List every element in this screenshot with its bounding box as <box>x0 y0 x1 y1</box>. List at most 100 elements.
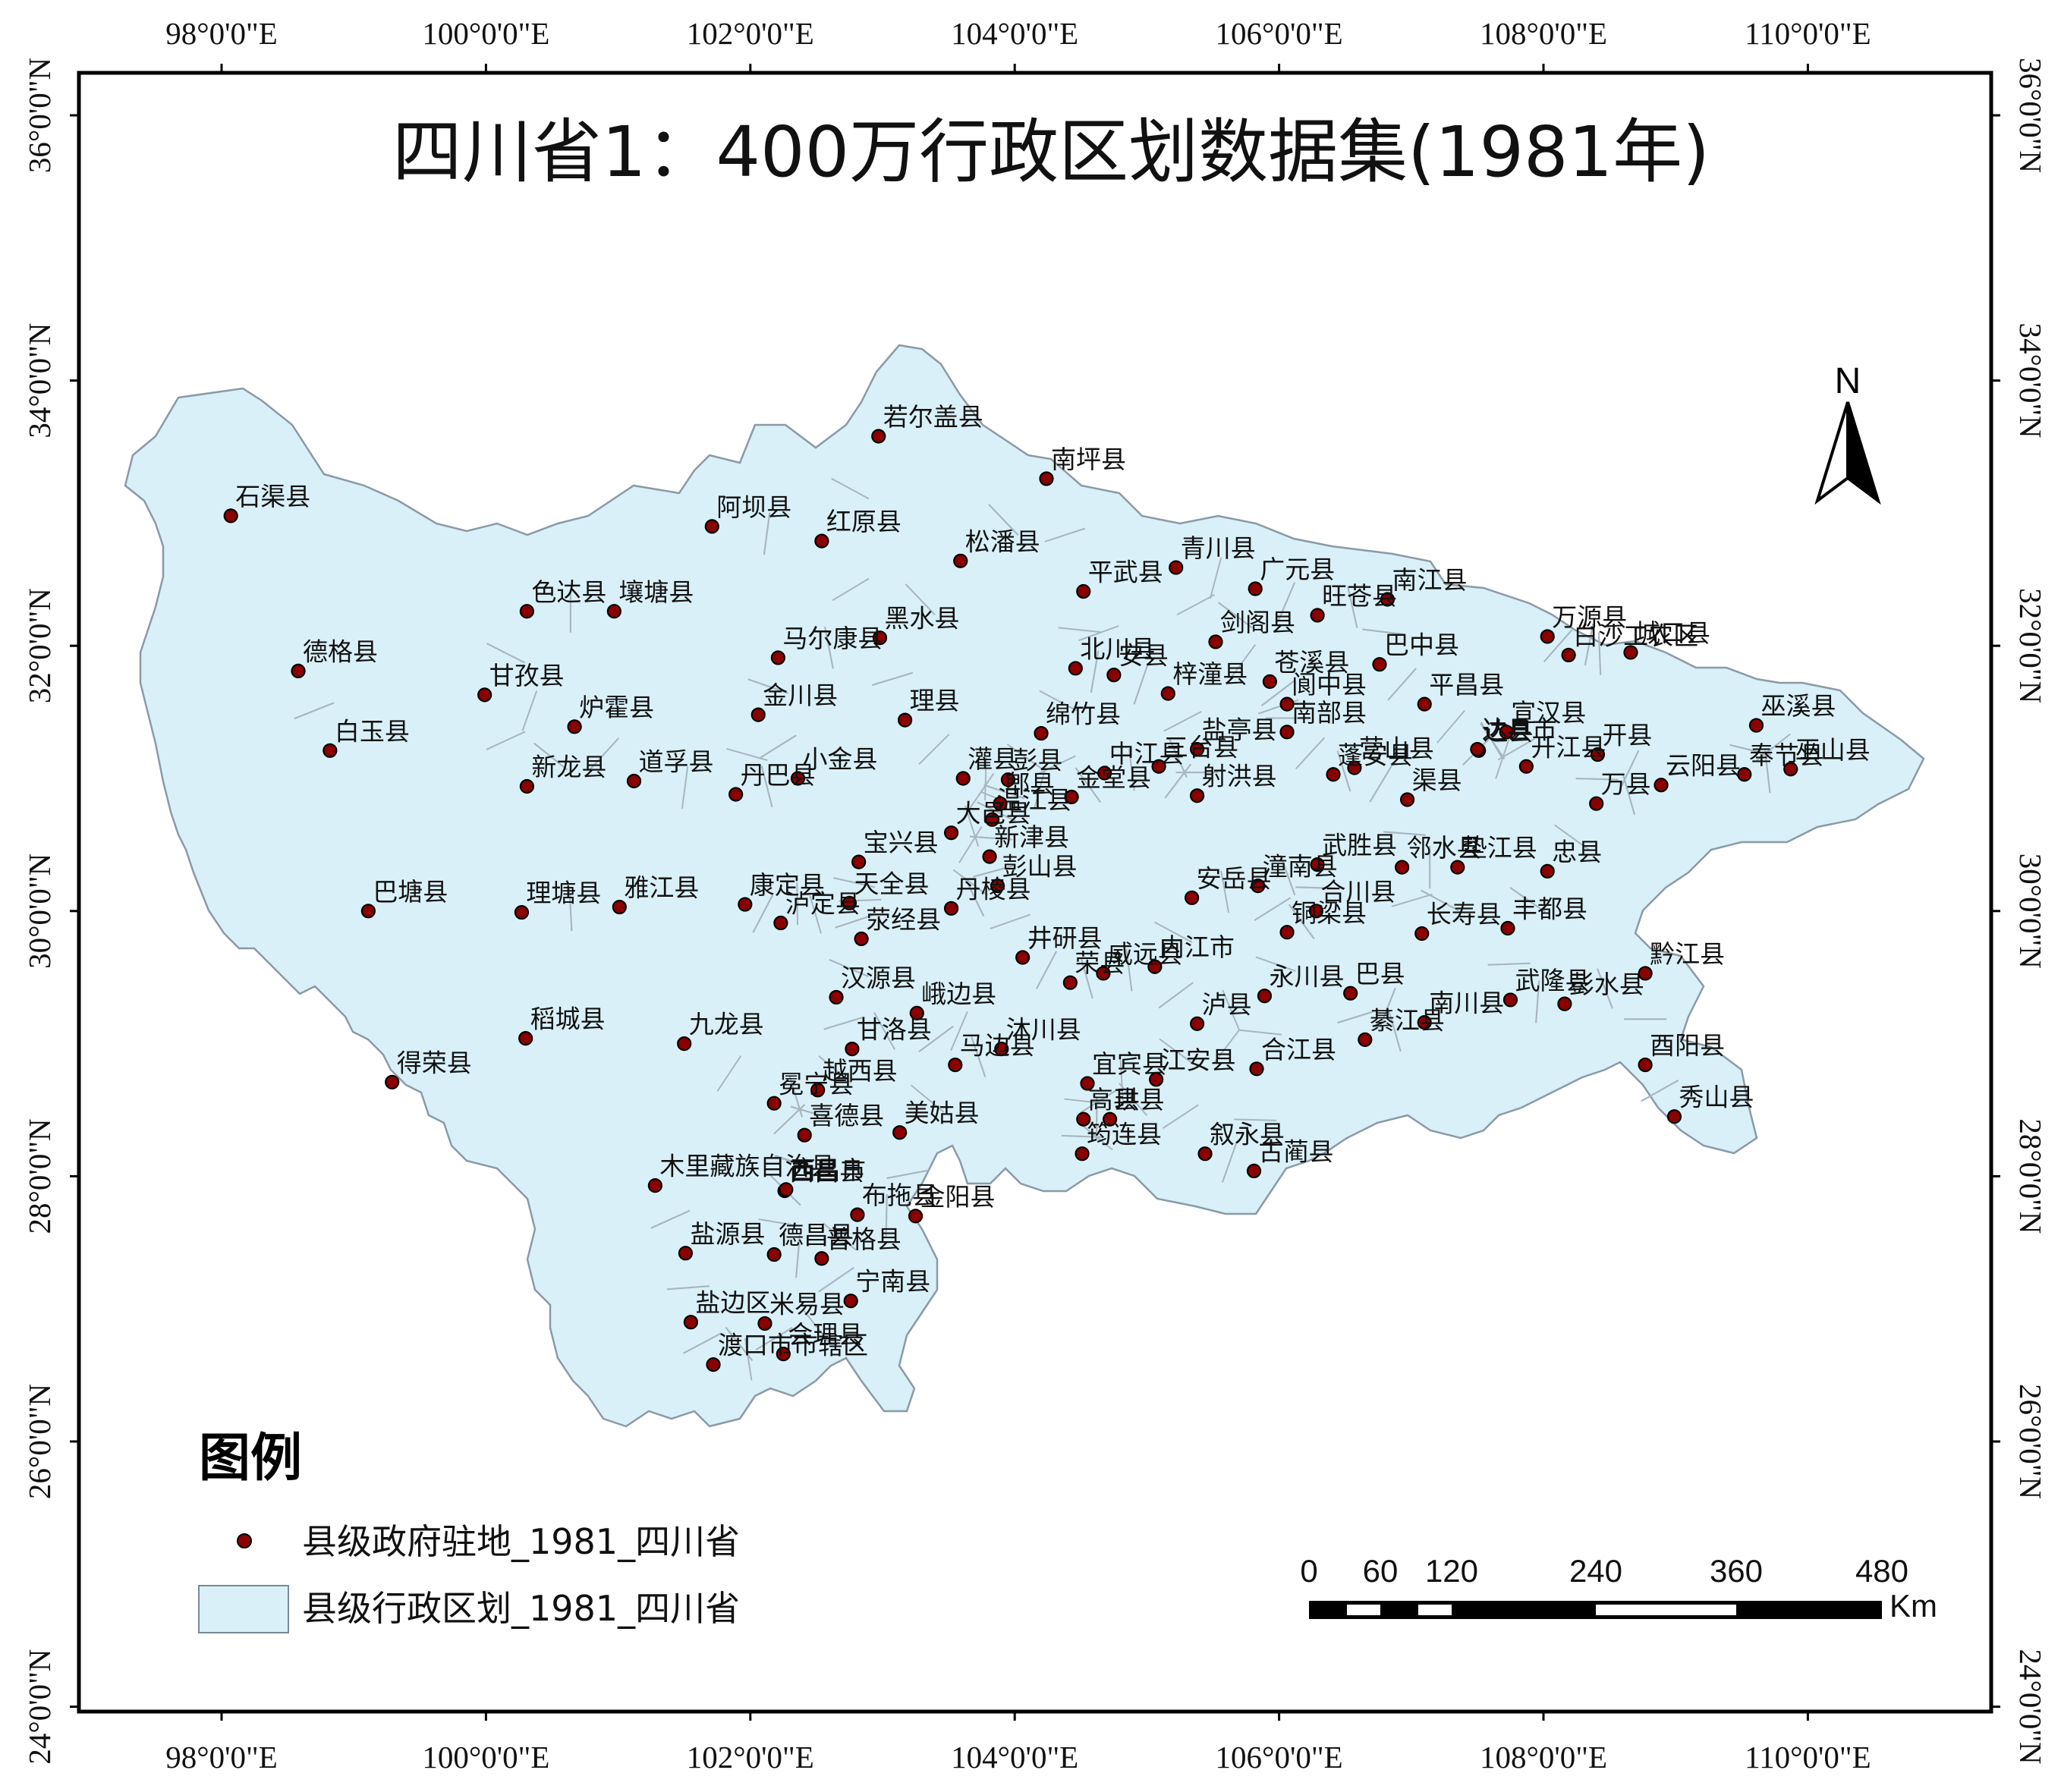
county-seat-point[interactable] <box>779 1182 794 1197</box>
county-seat-point[interactable] <box>1343 986 1358 1001</box>
county-seat-point[interactable] <box>1540 629 1555 644</box>
county-seat-point[interactable] <box>1106 668 1122 683</box>
county-seat-point[interactable] <box>994 1041 1009 1057</box>
county-seat-point[interactable] <box>385 1074 400 1089</box>
county-seat-point[interactable] <box>871 429 886 444</box>
county-seat-point[interactable] <box>738 897 753 912</box>
county-seat-point[interactable] <box>1039 471 1054 486</box>
county-seat-point[interactable] <box>814 1251 829 1266</box>
county-seat-point[interactable] <box>1518 759 1534 774</box>
county-seat-point[interactable] <box>845 1041 860 1057</box>
county-seat-point[interactable] <box>770 650 785 665</box>
county-seat-point[interactable] <box>1151 759 1166 774</box>
county-seat-point[interactable] <box>1470 741 1485 757</box>
county-seat-point[interactable] <box>477 687 492 703</box>
county-seat-point[interactable] <box>1500 920 1515 936</box>
county-seat-point[interactable] <box>1169 560 1184 575</box>
county-seat-point[interactable] <box>677 1036 692 1052</box>
county-seat-point[interactable] <box>990 878 1005 894</box>
county-seat-point[interactable] <box>519 604 535 619</box>
county-seat-point[interactable] <box>678 1246 694 1261</box>
county-seat-point[interactable] <box>1103 1111 1118 1127</box>
county-seat-point[interactable] <box>892 1125 908 1140</box>
county-seat-point[interactable] <box>1417 1015 1432 1030</box>
county-seat-point[interactable] <box>1148 1072 1164 1087</box>
county-seat-point[interactable] <box>706 1357 721 1372</box>
county-seat-point[interactable] <box>567 719 582 734</box>
county-seat-point[interactable] <box>1557 996 1572 1011</box>
county-seat-point[interactable] <box>1347 760 1362 775</box>
county-seat-point[interactable] <box>1590 747 1606 762</box>
county-seat-point[interactable] <box>1197 1146 1213 1162</box>
county-seat-point[interactable] <box>953 553 968 568</box>
county-seat-point[interactable] <box>993 796 1008 811</box>
county-seat-point[interactable] <box>1310 857 1325 872</box>
county-seat-point[interactable] <box>955 771 971 786</box>
county-seat-point[interactable] <box>1540 863 1555 879</box>
county-seat-point[interactable] <box>514 904 530 920</box>
county-seat-point[interactable] <box>776 1347 791 1362</box>
county-seat-point[interactable] <box>854 931 869 947</box>
county-seat-point[interactable] <box>606 604 621 619</box>
county-seat-point[interactable] <box>1279 925 1295 940</box>
county-seat-point[interactable] <box>1015 950 1030 965</box>
county-seat-point[interactable] <box>360 904 376 919</box>
county-seat-point[interactable] <box>766 1096 782 1111</box>
county-seat-point[interactable] <box>1654 778 1669 793</box>
county-seat-point[interactable] <box>1450 860 1465 875</box>
county-seat-point[interactable] <box>1064 789 1079 805</box>
county-seat-point[interactable] <box>766 1247 782 1262</box>
county-seat-point[interactable] <box>1666 1109 1682 1124</box>
county-seat-point[interactable] <box>1080 1076 1095 1091</box>
county-seat-point[interactable] <box>757 1316 772 1331</box>
county-seat-point[interactable] <box>1748 718 1764 733</box>
county-seat-point[interactable] <box>1308 904 1323 919</box>
county-seat-point[interactable] <box>323 743 338 758</box>
county-seat-point[interactable] <box>612 899 627 915</box>
county-seat-point[interactable] <box>1380 592 1396 607</box>
county-seat-point[interactable] <box>814 533 829 549</box>
county-seat-point[interactable] <box>1097 766 1112 781</box>
county-seat-point[interactable] <box>1358 1032 1373 1047</box>
county-seat-point[interactable] <box>790 771 806 786</box>
county-seat-point[interactable] <box>1249 1061 1264 1077</box>
county-seat-point[interactable] <box>1034 725 1049 741</box>
county-seat-point[interactable] <box>1160 686 1175 701</box>
county-seat-point[interactable] <box>842 895 857 910</box>
county-seat-point[interactable] <box>1372 657 1387 672</box>
county-seat-point[interactable] <box>948 1057 963 1073</box>
county-seat-point[interactable] <box>683 1315 699 1330</box>
county-seat-point[interactable] <box>1589 796 1604 811</box>
county-seat-point[interactable] <box>1075 1146 1090 1162</box>
county-seat-point[interactable] <box>1395 860 1410 875</box>
county-seat-point[interactable] <box>851 854 867 869</box>
county-seat-point[interactable] <box>1248 581 1263 596</box>
county-seat-point[interactable] <box>843 1294 858 1309</box>
county-seat-point[interactable] <box>1417 696 1432 712</box>
county-seat-point[interactable] <box>647 1178 662 1193</box>
county-seat-point[interactable] <box>1326 767 1341 782</box>
county-seat-point[interactable] <box>1076 583 1091 599</box>
county-seat-point[interactable] <box>797 1127 812 1143</box>
county-seat-point[interactable] <box>1499 725 1514 740</box>
county-seat-point[interactable] <box>1189 1016 1205 1031</box>
county-seat-point[interactable] <box>773 915 788 931</box>
county-seat-point[interactable] <box>1068 661 1083 676</box>
county-seat-point[interactable] <box>1208 634 1223 649</box>
county-seat-point[interactable] <box>704 519 719 534</box>
county-seat-point[interactable] <box>1783 762 1798 777</box>
county-seat-point[interactable] <box>1000 772 1016 788</box>
county-seat-point[interactable] <box>872 630 888 646</box>
county-seat-point[interactable] <box>908 1209 924 1224</box>
county-seat-point[interactable] <box>943 901 959 916</box>
county-seat-point[interactable] <box>728 787 744 802</box>
county-seat-point[interactable] <box>1502 992 1518 1008</box>
county-seat-point[interactable] <box>223 508 238 523</box>
county-seat-point[interactable] <box>943 825 959 841</box>
county-seat-point[interactable] <box>982 849 997 864</box>
county-seat-point[interactable] <box>1189 741 1205 757</box>
county-seat-point[interactable] <box>1638 966 1653 981</box>
county-seat-point[interactable] <box>1246 1163 1262 1179</box>
county-seat-point[interactable] <box>291 663 306 679</box>
county-seat-point[interactable] <box>519 778 535 794</box>
